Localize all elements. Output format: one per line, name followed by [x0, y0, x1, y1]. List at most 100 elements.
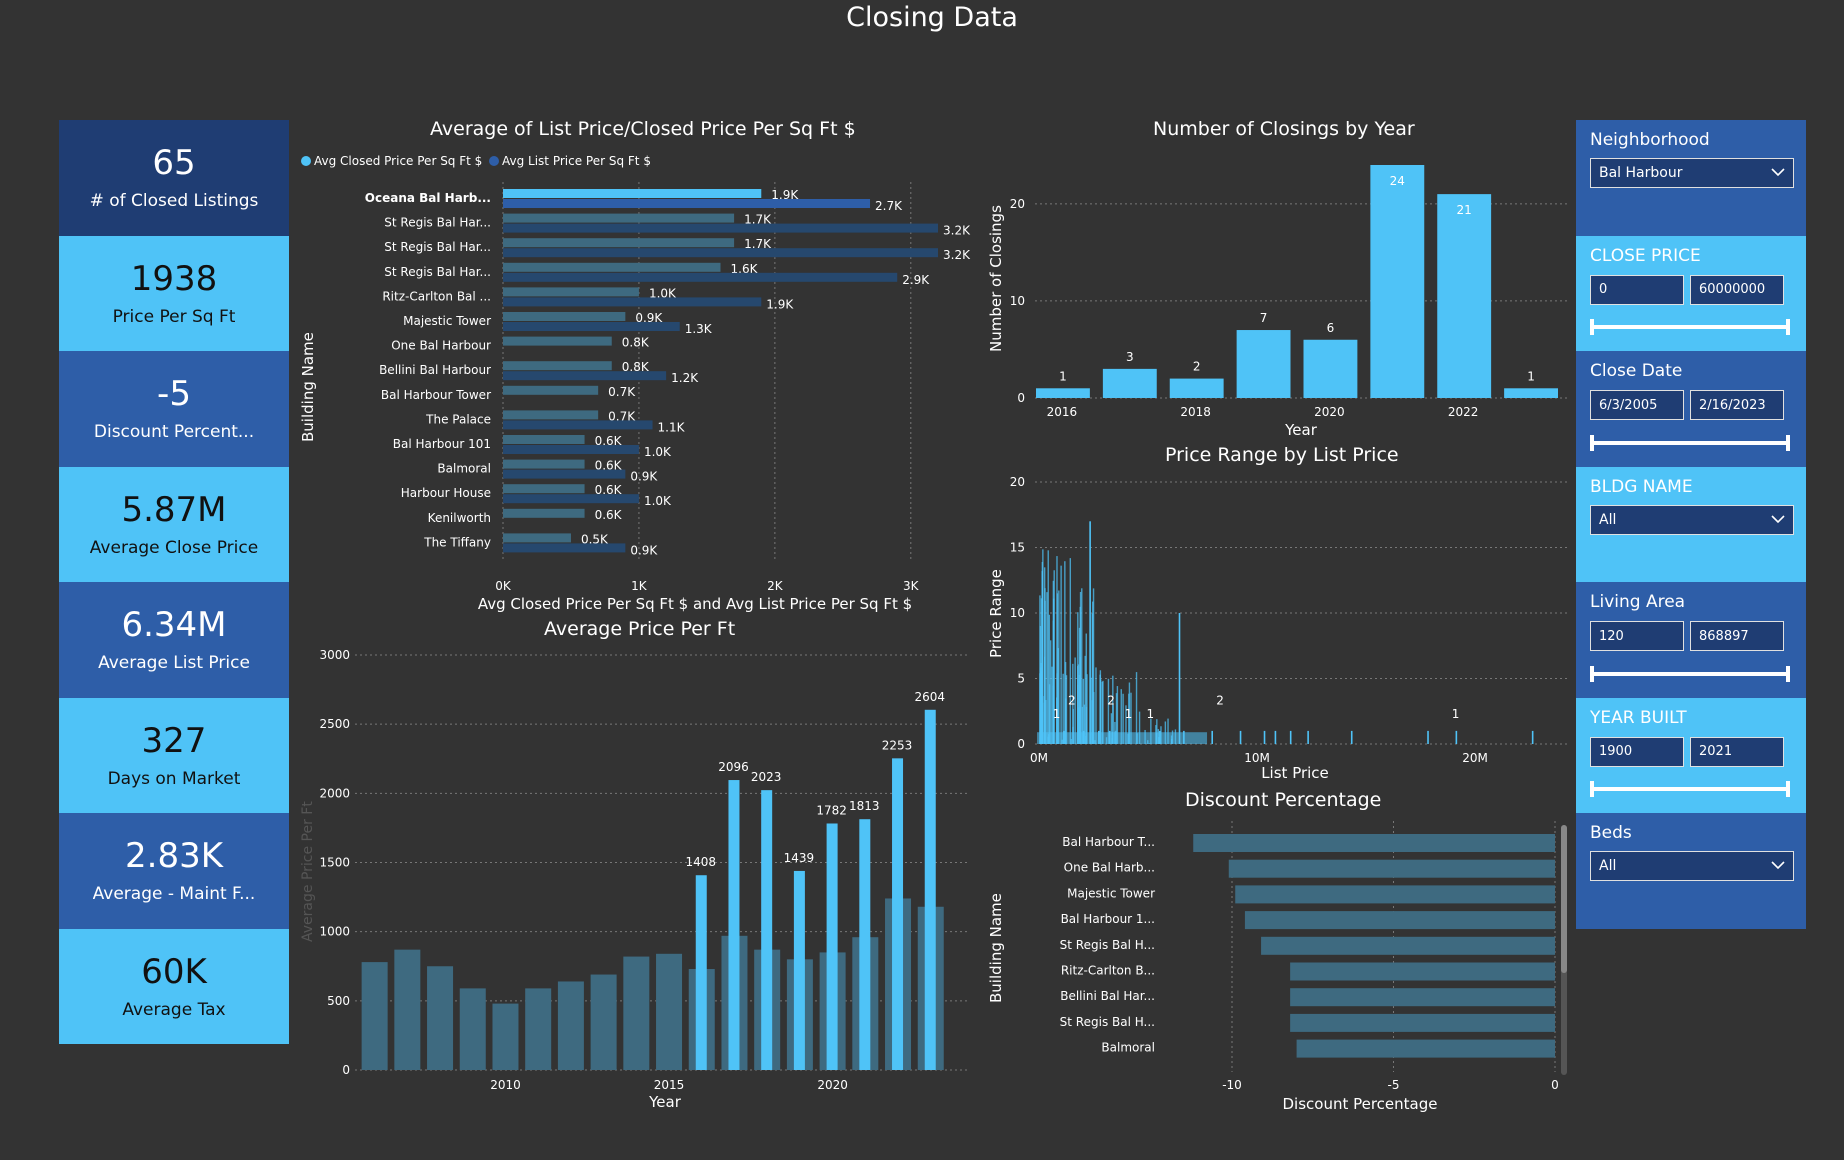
chart-svg: -10 -5 0 Bal Harbour T... One Bal Harb... Maj…	[987, 821, 1567, 1113]
close-date-slider[interactable]	[1590, 434, 1790, 451]
bar	[1086, 674, 1088, 744]
bar	[1040, 598, 1043, 744]
chart-average-price-per-ft[interactable]: Average Price Per Ft 0 500 1000 1500 2000 250…	[295, 612, 975, 1117]
bar-list	[503, 248, 938, 258]
year-built-min-input[interactable]: 1900	[1590, 736, 1684, 767]
bar	[1065, 675, 1068, 744]
dropdown-value: All	[1599, 511, 1617, 528]
x-tick-label: 2010	[490, 1078, 521, 1092]
bar-highlight	[695, 875, 707, 1070]
bar	[1235, 885, 1555, 904]
bar-closed	[503, 336, 612, 346]
neighborhood-dropdown[interactable]: Bal Harbour	[1590, 158, 1794, 188]
bar	[1455, 730, 1458, 744]
bar	[1350, 730, 1353, 744]
slider-handle-max[interactable]	[1786, 781, 1790, 797]
data-label: 1	[1053, 707, 1061, 721]
close-price-min-input[interactable]: 0	[1590, 274, 1684, 305]
chart-price-per-sqft-by-building[interactable]: Average of List Price/Closed Price Per S…	[295, 112, 975, 617]
y-tick-label: 10	[1010, 606, 1025, 620]
slicer-close-price: CLOSE PRICE 0 60000000	[1576, 235, 1806, 351]
bar	[1138, 711, 1141, 744]
slicer-title: CLOSE PRICE	[1590, 245, 1701, 266]
chart-svg: Avg Closed Price Per Sq Ft $ Avg List Pri…	[299, 154, 971, 613]
bar	[1041, 570, 1043, 744]
category-label: Balmoral	[1101, 1041, 1155, 1055]
legend-swatch-list	[489, 156, 499, 166]
slider-handle-max[interactable]	[1786, 434, 1790, 451]
slider-handle-min[interactable]	[1590, 665, 1594, 682]
close-price-max-input[interactable]: 60000000	[1690, 274, 1784, 305]
bar-background	[394, 949, 421, 1070]
bar	[1437, 194, 1492, 398]
bar	[1135, 672, 1138, 744]
data-label: 6	[1327, 321, 1335, 335]
living-area-max-input[interactable]: 868897	[1690, 621, 1784, 651]
bar-background	[623, 956, 650, 1070]
data-label-list: 2.9K	[902, 273, 930, 287]
data-label: 2253	[882, 738, 913, 752]
slicer-neighborhood: Neighborhood Bal Harbour	[1576, 120, 1806, 236]
bar-background	[459, 988, 486, 1070]
kpi-label: Average - Maint F...	[92, 884, 256, 905]
slider-handle-min[interactable]	[1590, 434, 1594, 451]
y-tick-label: 5	[1017, 672, 1025, 686]
slicer-close-date: Close Date 6/3/2005 2/16/2023	[1576, 351, 1806, 467]
bar	[1244, 911, 1555, 930]
bar-list	[503, 469, 626, 479]
chart-closings-by-year[interactable]: Number of Closings by Year 0 10 20 1 3 2 7 6 24 2…	[985, 112, 1575, 442]
data-label-closed: 1.9K	[771, 188, 799, 202]
data-label-list: 3.2K	[943, 248, 971, 262]
kpi-label: Days on Market	[107, 768, 241, 789]
data-label-closed: 1.7K	[744, 237, 772, 251]
category-label: Majestic Tower	[403, 314, 491, 328]
bar	[1089, 521, 1091, 744]
bar-list	[503, 371, 667, 381]
chevron-down-icon	[1771, 165, 1785, 181]
living-area-min-input[interactable]: 120	[1590, 621, 1684, 651]
x-tick-label: 2K	[767, 579, 784, 593]
y-tick-label: 0	[1017, 737, 1025, 751]
bar	[1064, 561, 1066, 744]
year-built-slider[interactable]	[1590, 781, 1790, 797]
bar	[1504, 388, 1558, 398]
close-price-slider[interactable]	[1590, 319, 1790, 335]
bar	[1044, 600, 1046, 744]
x-tick-label: 10M	[1244, 751, 1270, 765]
x-tick-label: 2020	[817, 1078, 848, 1092]
living-area-slider[interactable]	[1590, 665, 1790, 682]
slider-handle-max[interactable]	[1786, 665, 1790, 682]
slider-handle-min[interactable]	[1590, 781, 1594, 797]
chart-discount-percentage[interactable]: Discount Percentage -10 -5 0 Bal Harbour T.…	[985, 785, 1575, 1120]
y-axis-title: Average Price Per Ft	[300, 801, 316, 942]
page-title: Closing Data	[846, 2, 1018, 33]
slider-handle-max[interactable]	[1786, 319, 1790, 335]
bar	[1116, 686, 1119, 744]
beds-dropdown[interactable]: All	[1590, 851, 1794, 881]
bldg-name-dropdown[interactable]: All	[1590, 504, 1794, 535]
bar-background	[427, 966, 454, 1070]
year-built-max-input[interactable]: 2021	[1690, 736, 1784, 767]
category-label: The Tiffany	[423, 535, 491, 549]
scrollbar-thumb	[1561, 825, 1567, 973]
x-axis-title: List Price	[1261, 764, 1329, 782]
bar	[1091, 700, 1093, 744]
close-date-end-input[interactable]: 2/16/2023	[1690, 390, 1784, 420]
y-axis-title: Price Range	[987, 569, 1005, 658]
close-date-start-input[interactable]: 6/3/2005	[1590, 390, 1684, 420]
kpi-value: 60K	[141, 951, 207, 992]
bar-list	[503, 494, 639, 504]
bar	[1077, 612, 1079, 744]
bar	[1051, 666, 1053, 744]
slider-handle-min[interactable]	[1590, 319, 1594, 335]
y-tick-label: 15	[1010, 541, 1025, 555]
slicer-living-area: Living Area 120 868897	[1576, 582, 1806, 698]
slicer-beds: Beds All	[1576, 813, 1806, 929]
y-tick-label: 20	[1010, 197, 1025, 211]
bar	[1178, 613, 1181, 744]
chart-title: Number of Closings by Year	[1153, 118, 1415, 140]
bar	[1122, 693, 1124, 744]
category-label: Bal Harbour 101	[393, 437, 491, 451]
chart-price-range-by-list-price[interactable]: Price Range by List Price 0 5 10 15 20 1 2 2 1 1 2…	[985, 440, 1575, 785]
